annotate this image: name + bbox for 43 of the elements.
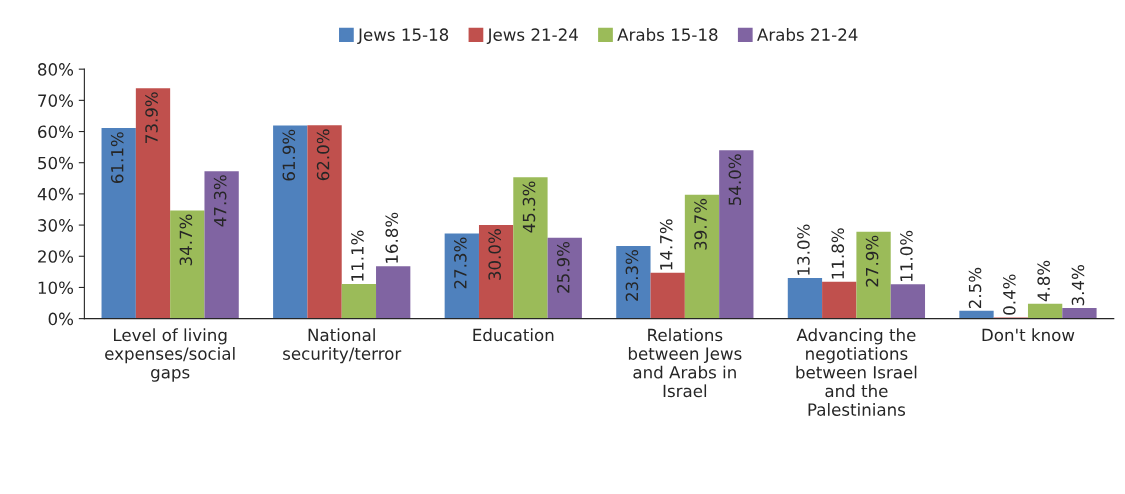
data-label: 11.1% [351, 230, 364, 281]
data-label: 11.0% [900, 230, 913, 281]
data-label: 47.3% [213, 175, 227, 227]
y-tick-label: 20% [38, 250, 74, 263]
data-label: 34.7% [179, 214, 193, 266]
data-label: 61.9% [282, 129, 296, 181]
legend-label: Arabs 15-18 [617, 28, 718, 41]
data-label: 27.3% [454, 237, 467, 289]
x-tick-label: Don't know [982, 328, 1075, 342]
y-tick-label: 0% [48, 312, 74, 326]
y-tick-label: 40% [37, 187, 74, 201]
data-label: 2.5% [968, 267, 982, 309]
y-tick-label: 80% [38, 63, 74, 76]
data-label: 45.3% [522, 181, 536, 233]
data-label: 62.0% [316, 129, 330, 181]
data-label: 0.4% [1003, 274, 1016, 315]
data-label: 16.8% [385, 212, 399, 263]
y-tick-label: 70% [38, 94, 74, 107]
data-label: 30.0% [488, 229, 501, 280]
x-tick-label: Advancing the negotiations between Israel and the Palestinians [796, 328, 917, 416]
y-tick-label: 60% [38, 125, 74, 139]
data-label: 3.4% [1071, 265, 1085, 306]
data-label: 13.0% [797, 224, 810, 275]
data-label: 73.9% [145, 92, 158, 143]
data-label: 4.8% [1037, 260, 1050, 302]
y-tick-label: 30% [38, 219, 74, 232]
legend-label: Jews 15-18 [357, 28, 449, 45]
y-tick-label: 50% [38, 156, 74, 170]
data-label: 25.9% [556, 241, 570, 293]
data-label: 27.9% [865, 235, 879, 287]
data-label: 61.1% [110, 132, 124, 183]
x-tick-label: Relations between Jews and Arabs in Israel [628, 328, 742, 398]
y-tick-label: 10% [38, 281, 74, 295]
data-label: 54.0% [728, 154, 742, 206]
x-tick-label: Level of living expenses/social gaps [105, 328, 235, 382]
data-label: 14.7% [659, 219, 673, 270]
legend-label: Arabs 21-24 [757, 28, 858, 41]
x-tick-label: Education [473, 328, 554, 342]
x-tick-label: National security/terror [283, 328, 402, 364]
data-label: 23.3% [625, 250, 639, 301]
data-label: 39.7% [694, 198, 707, 250]
legend-label: Jews 21-24 [486, 28, 578, 45]
data-label: 11.8% [831, 228, 845, 279]
